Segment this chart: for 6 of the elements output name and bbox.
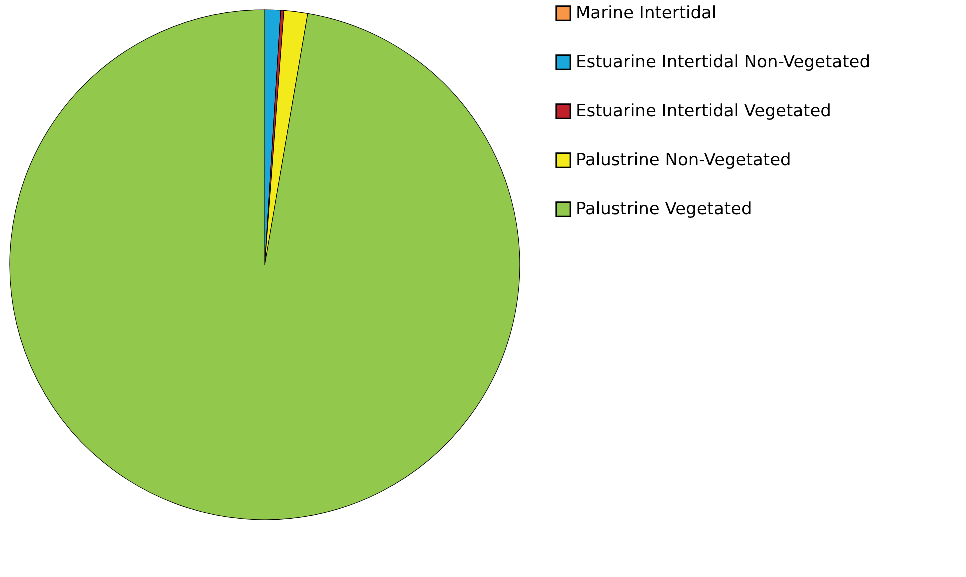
- pie-slice: [10, 10, 520, 520]
- legend-label: Marine Intertidal: [576, 4, 717, 24]
- legend-label: Palustrine Vegetated: [576, 200, 752, 220]
- legend-label: Estuarine Intertidal Vegetated: [576, 102, 832, 122]
- legend-label: Estuarine Intertidal Non-Vegetated: [576, 52, 870, 72]
- legend-label: Palustrine Non-Vegetated: [576, 150, 792, 170]
